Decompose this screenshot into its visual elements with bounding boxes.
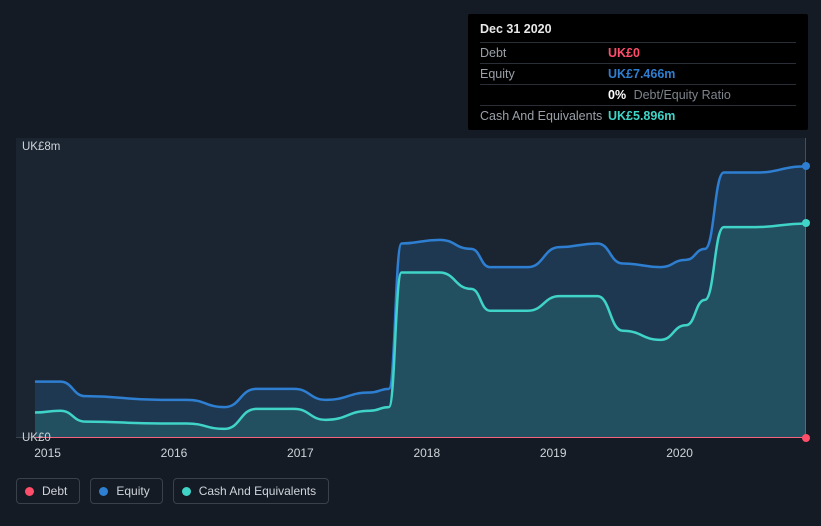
tooltip-ratio-spacer [480,87,608,103]
tooltip-equity-label: Equity [480,66,608,82]
tooltip-row-ratio: 0% Debt/Equity Ratio [480,84,796,105]
legend-dot-icon [99,487,108,496]
legend-item-equity[interactable]: Equity [90,478,162,504]
chart-legend: Debt Equity Cash And Equivalents [16,478,329,504]
legend-label: Cash And Equivalents [199,484,316,498]
tooltip-row-equity: Equity UK£7.466m [480,63,796,84]
series-end-dot [802,219,810,227]
tooltip-debt-value: UK£0 [608,45,640,61]
x-axis-tick-label: 2015 [34,446,61,460]
chart-svg [16,138,806,438]
tooltip-row-cash: Cash And Equivalents UK£5.896m [480,105,796,126]
tooltip-debt-label: Debt [480,45,608,61]
hover-vertical-line [805,138,806,438]
legend-label: Debt [42,484,67,498]
legend-label: Equity [116,484,149,498]
x-axis-tick-label: 2017 [287,446,314,460]
y-axis-tick-label: UK£8m [22,141,60,153]
tooltip-date: Dec 31 2020 [480,22,796,42]
tooltip-equity-value: UK£7.466m [608,66,675,82]
legend-dot-icon [25,487,34,496]
x-axis-tick-label: 2016 [161,446,188,460]
x-axis-tick-label: 2019 [540,446,567,460]
series-end-dot [802,434,810,442]
series-end-dot [802,162,810,170]
tooltip-ratio-value: 0% [608,88,626,102]
legend-item-cash[interactable]: Cash And Equivalents [173,478,329,504]
tooltip-ratio-suffix: Debt/Equity Ratio [634,88,731,102]
y-axis-tick-label: UK£0 [22,432,51,444]
x-axis-tick-label: 2020 [666,446,693,460]
tooltip-row-debt: Debt UK£0 [480,42,796,63]
x-axis-tick-label: 2018 [413,446,440,460]
chart-plot-area[interactable] [16,138,806,438]
legend-item-debt[interactable]: Debt [16,478,80,504]
hover-tooltip: Dec 31 2020 Debt UK£0 Equity UK£7.466m 0… [468,14,808,130]
tooltip-cash-value: UK£5.896m [608,108,675,124]
tooltip-cash-label: Cash And Equivalents [480,108,608,124]
legend-dot-icon [182,487,191,496]
